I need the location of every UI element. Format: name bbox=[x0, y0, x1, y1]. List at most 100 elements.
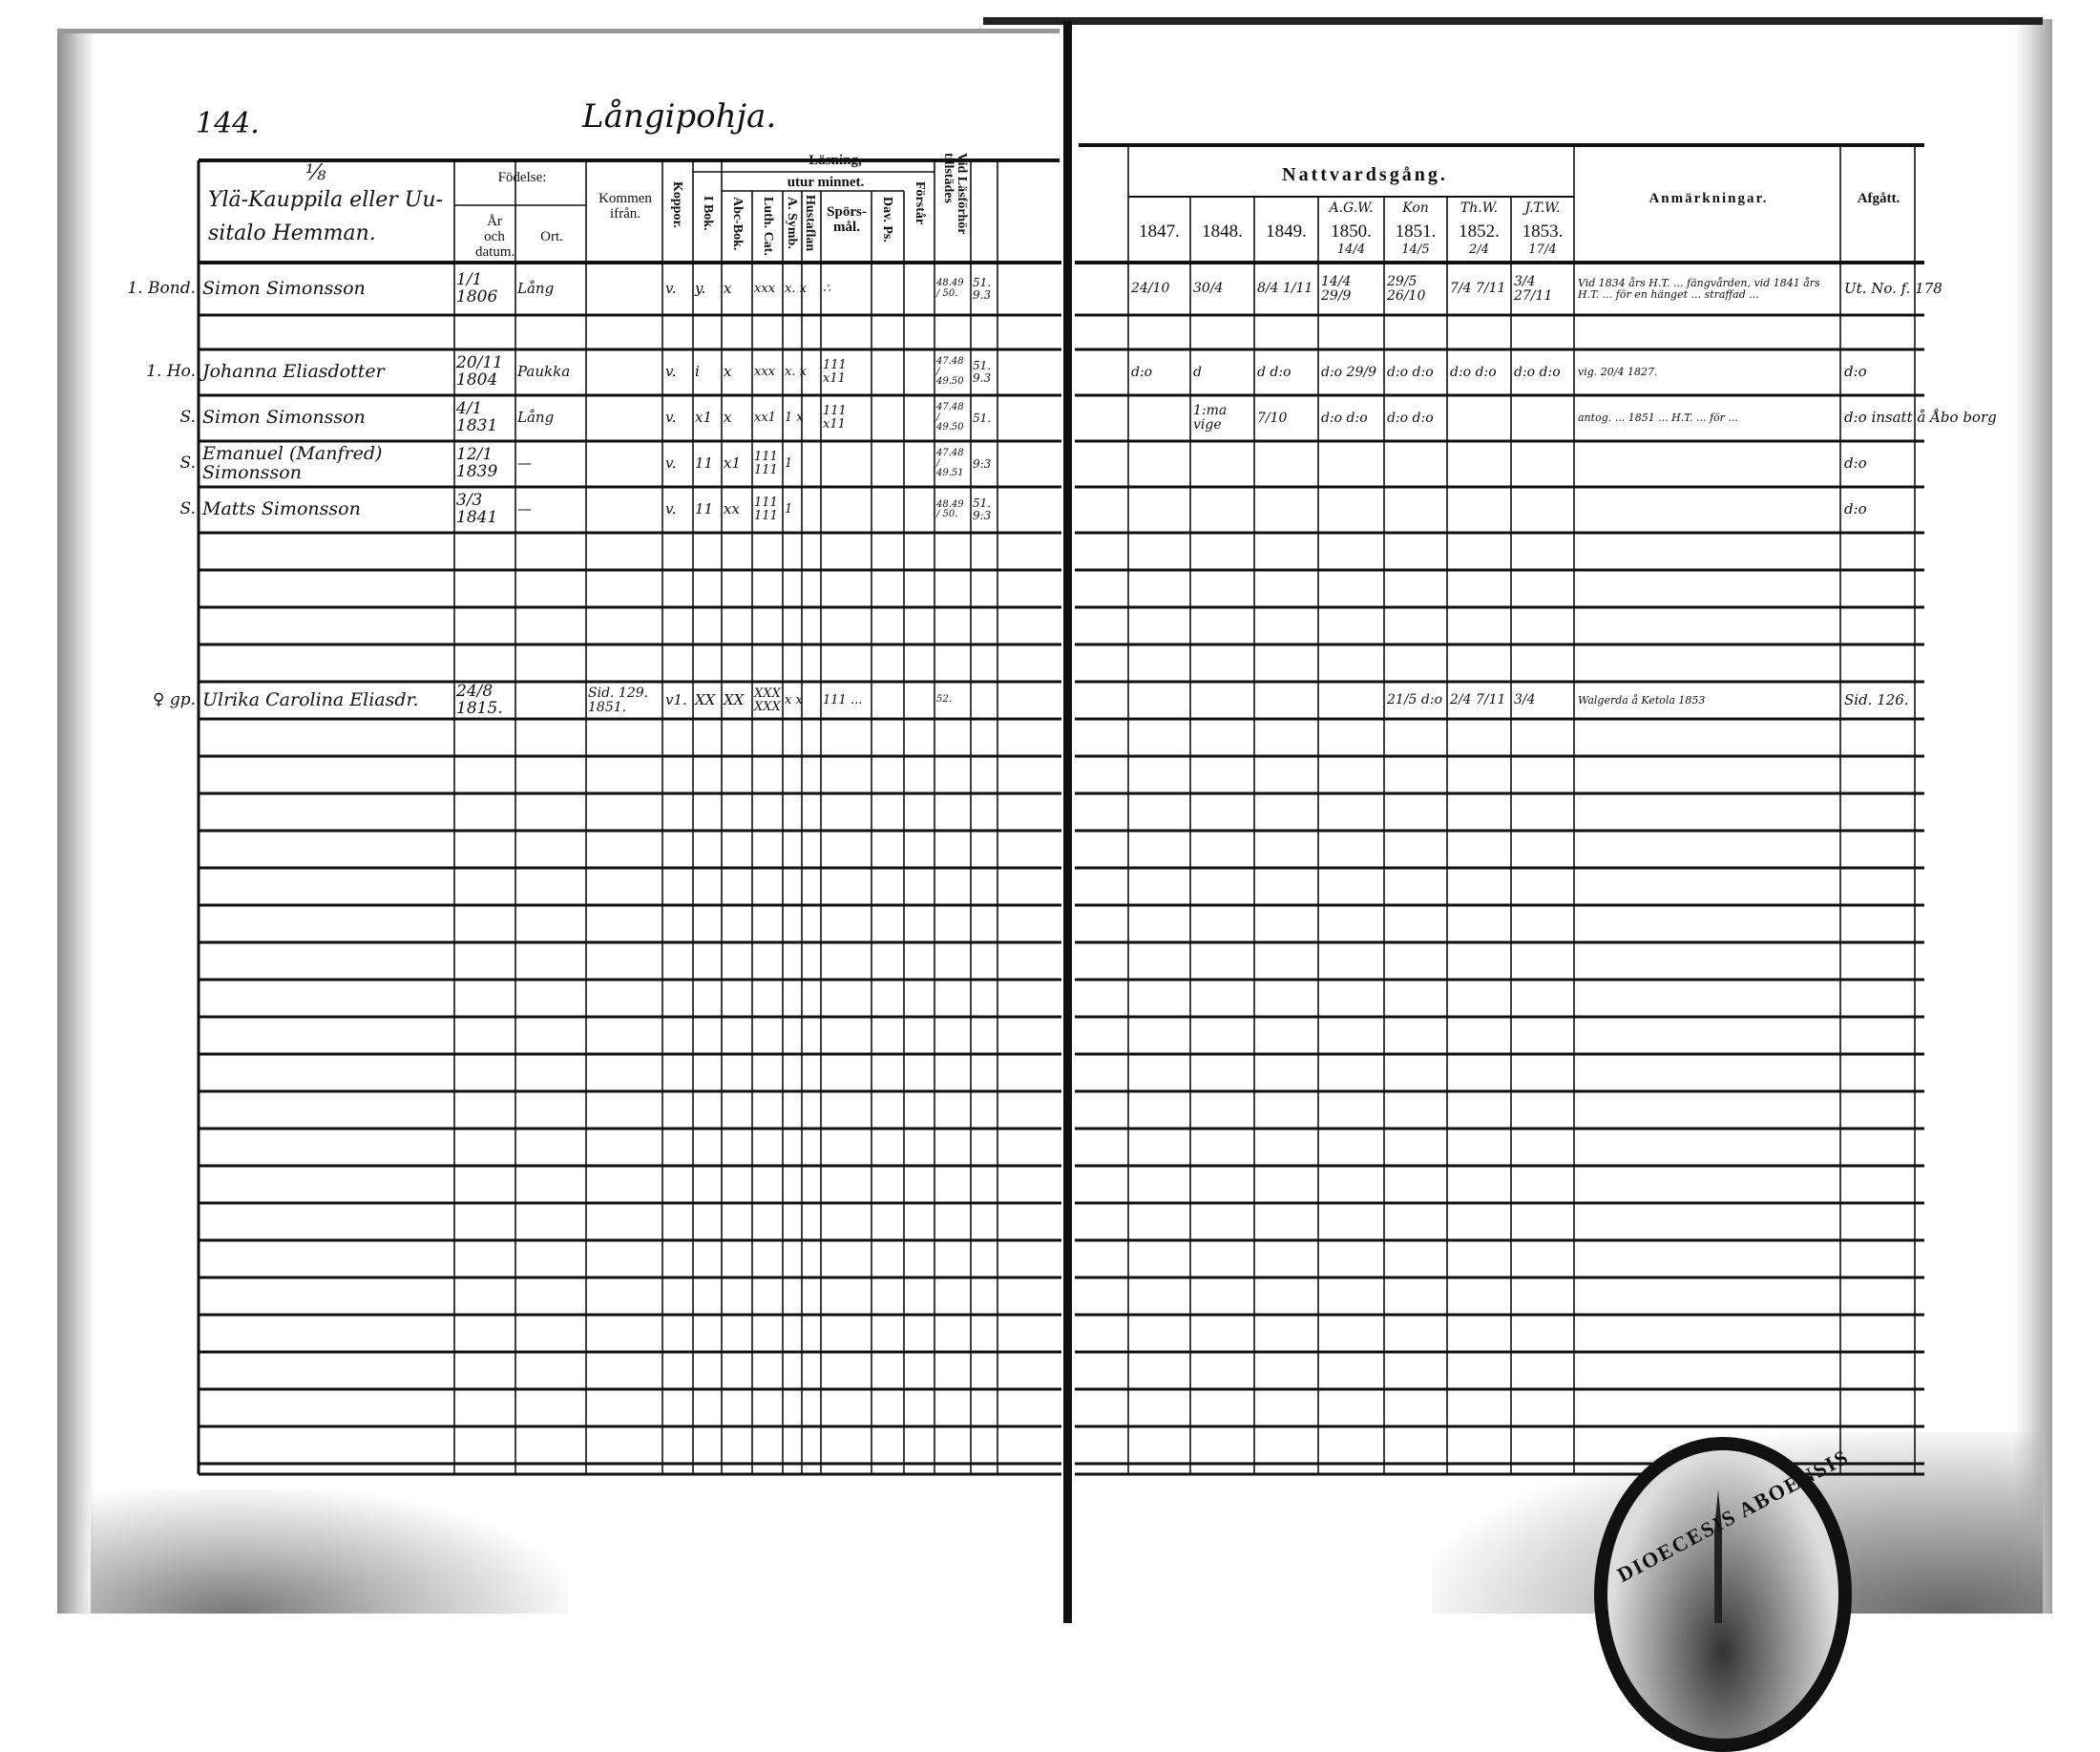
cell-afgatt: d:o bbox=[1844, 454, 1867, 473]
cell-koppor: v. bbox=[665, 454, 677, 473]
cell-spors: 111 x11 bbox=[823, 358, 847, 386]
cell-ibok: y. bbox=[695, 279, 706, 297]
header-nattvardsgang: Nattvardsgång. bbox=[1282, 164, 1448, 185]
cell-lasforhor: 47.48 / 49.50 bbox=[936, 402, 964, 433]
cell-afgatt: Ut. No. f. 178 bbox=[1844, 279, 1942, 297]
scan-edge-right bbox=[2014, 19, 2052, 1614]
cell-anm: Walgerda å Ketola 1853 bbox=[1578, 693, 1706, 707]
header-vid-lasforhor: Vid Läsförhör tillstädes bbox=[941, 153, 969, 235]
header-ort: Ort. bbox=[540, 229, 563, 244]
cell-n1851: d:o d:o bbox=[1387, 364, 1434, 380]
cell-spors: 111 x11 bbox=[823, 404, 847, 432]
header-dav-ps: Dav. Ps. bbox=[880, 197, 894, 243]
cell-lasforhor2: 51. bbox=[973, 411, 992, 425]
header-hustaflan: Hustaflan bbox=[803, 195, 817, 252]
cell-n1848: d bbox=[1193, 364, 1202, 380]
cell-n1849: d d:o bbox=[1257, 364, 1292, 380]
farm-fraction: ⅛ bbox=[305, 161, 326, 185]
farm-name-line1: Ylä-Kauppila eller Uu- bbox=[208, 188, 443, 212]
cell-n1853: d:o d:o bbox=[1514, 364, 1561, 380]
header-fodelse: Födelse: bbox=[497, 170, 547, 185]
header-luth-cat: Luth. Cat. bbox=[761, 197, 775, 256]
cell-lasforhor: 47.48 / 49.50 bbox=[936, 356, 964, 388]
cell-afgatt: d:o insatt å Åbo borg bbox=[1844, 409, 1997, 427]
cell-abc: xx bbox=[724, 500, 740, 518]
cell-lasforhor: 47.48 / 49.51 bbox=[936, 448, 964, 479]
cell-luth: XXX XXX bbox=[754, 686, 781, 714]
cell-koppor: v1. bbox=[665, 690, 687, 708]
cell-n1847: d:o bbox=[1131, 364, 1153, 380]
cell-n1849: 7/10 bbox=[1257, 410, 1288, 426]
cell-symb: 1 x bbox=[785, 411, 804, 426]
header-ar-och-datum: År och datum. bbox=[475, 214, 515, 260]
register-grid bbox=[197, 143, 1924, 1476]
cell-name: Simon Simonsson bbox=[202, 277, 366, 299]
scan-shadow-left bbox=[91, 1489, 568, 1614]
header-lasning: Läsning, bbox=[808, 153, 862, 168]
year-header-date: 14/4 bbox=[1336, 243, 1366, 257]
cell-name: Ulrika Carolina Eliasdr. bbox=[202, 688, 419, 710]
cell-spors: ∴ bbox=[823, 281, 831, 296]
cell-lasforhor2: 51. 9:3 bbox=[973, 496, 992, 522]
cell-n1847: 24/10 bbox=[1131, 281, 1170, 297]
cell-role: S. bbox=[179, 408, 196, 428]
cell-n1852: 7/4 7/11 bbox=[1450, 281, 1506, 297]
book-spine bbox=[1063, 21, 1072, 1623]
scan-edge-left bbox=[57, 29, 95, 1614]
cell-n1851: 21/5 d:o bbox=[1387, 692, 1442, 708]
cell-afgatt: d:o bbox=[1844, 500, 1867, 518]
cell-birth: 12/1 1839 bbox=[456, 445, 498, 481]
cell-anm: Vid 1834 års H.T. ... fängvården, vid 18… bbox=[1578, 276, 1820, 301]
cell-lasforhor: 48.49 / 50. bbox=[936, 498, 964, 519]
cell-name: Simon Simonsson bbox=[202, 407, 366, 429]
cell-abc: x bbox=[724, 363, 732, 381]
cell-spors: 111 ... bbox=[823, 692, 863, 707]
village-title: Långipohja. bbox=[582, 97, 777, 136]
year-header-year: 1850. bbox=[1331, 222, 1372, 242]
year-header-year: 1849. bbox=[1266, 222, 1307, 242]
cell-symb: x x bbox=[785, 692, 803, 707]
cell-birth: 4/1 1831 bbox=[456, 399, 498, 435]
header-utur-minnet: utur minnet. bbox=[787, 175, 865, 190]
cell-ibok: XX bbox=[695, 690, 716, 708]
cell-lasforhor2: 9:3 bbox=[973, 456, 992, 471]
cell-afgatt: Sid. 126. bbox=[1844, 690, 1909, 708]
year-header-top: Th.W. bbox=[1460, 201, 1499, 216]
cell-name: Matts Simonsson bbox=[202, 498, 361, 520]
cell-koppor: v. bbox=[665, 500, 677, 518]
header-abc-bok: Abc-Bok. bbox=[730, 197, 745, 251]
header-forstar: Förstår bbox=[913, 181, 927, 225]
cell-abc: x1 bbox=[724, 454, 742, 473]
cell-ibok: 11 bbox=[695, 454, 714, 473]
cell-lasforhor: 48.49 / 50. bbox=[936, 278, 964, 299]
cell-symb: 1 bbox=[785, 456, 793, 472]
cell-role: S. bbox=[179, 454, 196, 474]
cell-abc: XX bbox=[724, 690, 745, 708]
cell-lasforhor2: 51. 9.3 bbox=[973, 275, 992, 302]
cell-anm: vig. 20/4 1827. bbox=[1578, 366, 1658, 379]
cell-symb: 1 bbox=[785, 502, 793, 517]
cell-koppor: v. bbox=[665, 409, 677, 427]
header-a-symb: A. Symb. bbox=[785, 197, 799, 249]
cell-kommen: Sid. 129. 1851. bbox=[588, 685, 649, 715]
farm-name-line2: sitalo Hemman. bbox=[208, 222, 376, 245]
cell-ort: Lång bbox=[517, 279, 555, 297]
cell-role: ♀ gp. bbox=[153, 689, 196, 709]
cell-symb: x. x bbox=[785, 365, 807, 380]
cell-n1849: 8/4 1/11 bbox=[1257, 281, 1313, 297]
cell-role: S. bbox=[179, 499, 196, 519]
stamp-church-tower-icon bbox=[1714, 1489, 1722, 1623]
cell-birth: 20/11 1804 bbox=[456, 353, 503, 390]
header-anmarkningar: Anmärkningar. bbox=[1648, 191, 1769, 206]
cell-ort: — bbox=[517, 500, 532, 518]
year-header-year: 1851. bbox=[1395, 222, 1437, 242]
cell-lasforhor2: 51. 9.3 bbox=[973, 359, 992, 385]
cell-symb: x. x bbox=[785, 281, 807, 296]
scan-edge-top bbox=[983, 17, 2043, 25]
cell-luth: xxx bbox=[754, 365, 775, 380]
cell-birth: 3/3 1841 bbox=[456, 491, 498, 527]
year-header-top: A.G.W. bbox=[1329, 201, 1374, 216]
cell-lasforhor: 52. bbox=[936, 694, 952, 706]
cell-abc: x bbox=[724, 279, 732, 297]
cell-abc: x bbox=[724, 409, 732, 427]
